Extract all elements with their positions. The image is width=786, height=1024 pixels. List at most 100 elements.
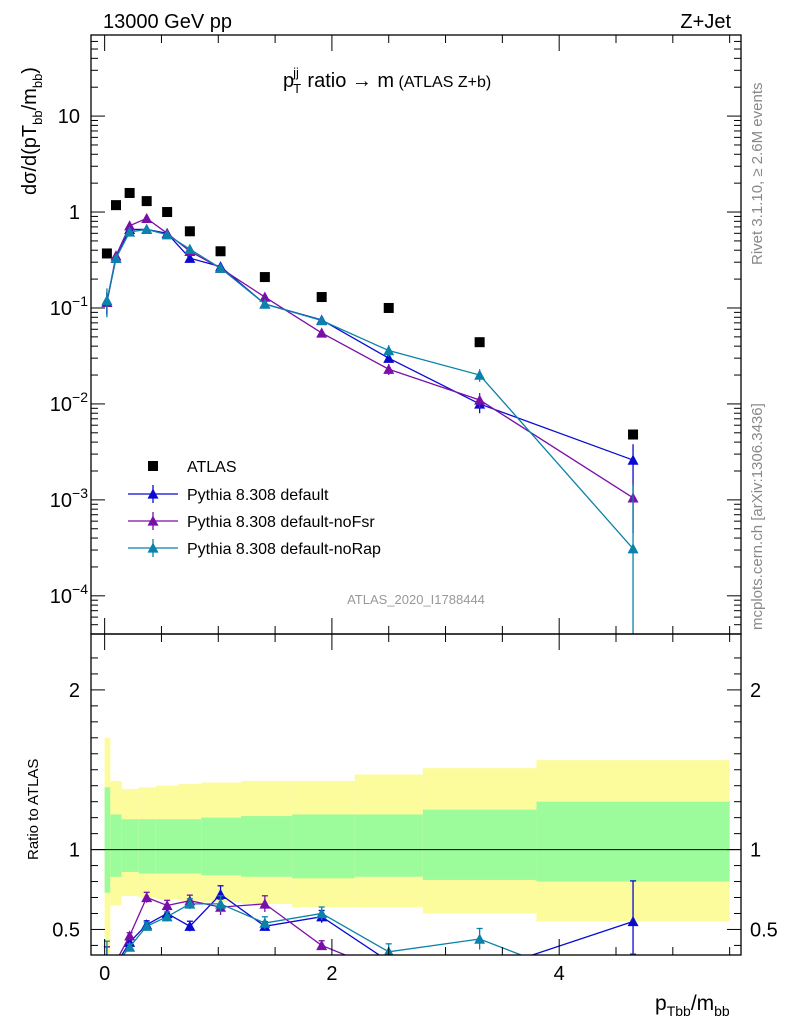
atlas-marker	[141, 196, 152, 207]
ratio-marker	[628, 969, 639, 979]
atlas-marker	[184, 226, 195, 237]
atlas-marker	[316, 292, 327, 303]
atlas-marker	[101, 248, 112, 259]
rivet-version-label: Rivet 3.1.10, ≥ 2.6M events	[749, 83, 766, 266]
ratio-marker	[124, 941, 136, 952]
y-tick-label-top: 10	[58, 106, 80, 128]
ratio-marker	[627, 915, 639, 927]
atlas-marker	[215, 246, 226, 257]
ratio-marker	[628, 993, 639, 1003]
ratio-marker	[474, 933, 486, 944]
band-inner-bin	[422, 809, 537, 880]
series-marker	[101, 294, 113, 306]
process-label: Z+Jet	[680, 11, 731, 33]
y-tick-label-top: 10−1	[50, 293, 88, 320]
band-inner-bin	[178, 819, 202, 874]
ratio-marker	[316, 907, 328, 919]
ratio-marker	[383, 967, 394, 977]
ratio-marker	[316, 939, 328, 951]
ratio-marker	[141, 892, 153, 903]
y-tick-label-ratio: 2	[69, 680, 80, 702]
ratio-series	[103, 880, 639, 1003]
ratio-marker	[215, 888, 227, 899]
y-tick-label-ratio-right: 0.5	[750, 919, 778, 941]
legend: ATLAS Pythia 8.308 default Pythia 8.308 de…	[128, 459, 381, 558]
band-inner-bin	[138, 819, 156, 874]
ratio-marker	[383, 956, 394, 966]
atlas-marker	[111, 200, 121, 211]
legend-label: Pythia 8.308 default-noFsr	[187, 514, 375, 531]
band-inner-bin	[292, 814, 355, 879]
ratio-marker	[111, 959, 122, 969]
mcplots-label: mcplots.cern.ch [arXiv:1306.3436]	[749, 403, 766, 630]
ratio-marker	[111, 959, 122, 969]
ratio-marker	[215, 898, 227, 909]
ratio-marker	[184, 898, 196, 909]
legend-marker	[147, 515, 159, 526]
series-line-3	[106, 228, 634, 550]
ratio-marker	[474, 967, 485, 977]
series-marker	[627, 454, 639, 465]
ratio-uncertainty-bands	[91, 737, 741, 954]
plot-title: pTjj ratio → m (ATLAS Z+b)	[283, 65, 491, 96]
ratio-marker	[124, 930, 136, 941]
x-tick-label: 0	[99, 963, 110, 985]
x-axis-label: pTbb/mbb	[655, 992, 730, 1019]
y-tick-label-top: 1	[69, 202, 80, 224]
series-marker	[215, 262, 227, 273]
atlas-marker	[474, 337, 485, 348]
y-tick-label-ratio: 1	[69, 840, 80, 862]
legend-label: ATLAS	[187, 459, 237, 476]
ratio-marker	[259, 917, 271, 928]
series-marker	[383, 345, 395, 356]
series-marker	[124, 220, 136, 231]
y-tick-label-top: 10−3	[50, 485, 88, 512]
y-tick-label-ratio-right: 2	[750, 680, 761, 702]
axes: 10 1 10−1 10−2 10−3 10−4 2 2 1 1 0.5 0.5 0 2 4	[50, 34, 778, 985]
legend-marker	[147, 488, 159, 499]
legend-marker	[147, 542, 159, 553]
ratio-marker	[141, 920, 153, 931]
atlas-marker	[124, 187, 135, 198]
band-inner-bin	[354, 814, 423, 877]
atlas-marker	[383, 302, 394, 313]
ratio-clip-group	[103, 880, 639, 1003]
series-marker	[474, 369, 486, 380]
series-marker	[316, 327, 328, 338]
ratio-marker	[161, 899, 173, 911]
series-marker	[184, 243, 196, 254]
series-marker	[141, 223, 153, 235]
legend-label: Pythia 8.308 default-noRap	[187, 541, 381, 558]
band-inner-bin	[536, 801, 730, 882]
series-marker	[184, 252, 196, 263]
legend-marker-atlas	[148, 461, 158, 471]
y-tick-label-top: 10−4	[50, 581, 88, 608]
analysis-watermark: ATLAS_2020_I1788444	[347, 592, 485, 607]
ratio-marker	[111, 956, 122, 966]
energy-label: 13000 GeV pp	[103, 11, 232, 33]
y-axis-label-top: dσ/d(pTbb/mbb)	[19, 67, 45, 195]
top-series	[101, 187, 639, 634]
y-tick-label-ratio: 0.5	[52, 919, 80, 941]
series-marker	[383, 363, 395, 374]
band-inner-bin	[241, 816, 293, 877]
y-axis-label-ratio: Ratio to ATLAS	[25, 759, 42, 860]
band-inner-bin	[104, 787, 111, 893]
series-marker	[474, 394, 486, 405]
atlas-marker	[162, 207, 173, 218]
band-inner-bin	[155, 819, 179, 874]
band-inner-bin	[201, 817, 241, 876]
series-marker	[124, 226, 136, 237]
series-marker	[161, 229, 173, 240]
band-inner-bin	[121, 819, 139, 872]
x-tick-label: 4	[554, 963, 565, 985]
ratio-marker	[259, 898, 271, 909]
ratio-marker	[105, 952, 109, 955]
ratio-marker	[474, 964, 485, 974]
ratio-frame	[90, 633, 742, 956]
series-line-1	[106, 228, 634, 461]
y-tick-label-top: 10−2	[50, 389, 88, 416]
ratio-marker	[161, 911, 173, 922]
y-tick-label-ratio-right: 1	[750, 840, 761, 862]
